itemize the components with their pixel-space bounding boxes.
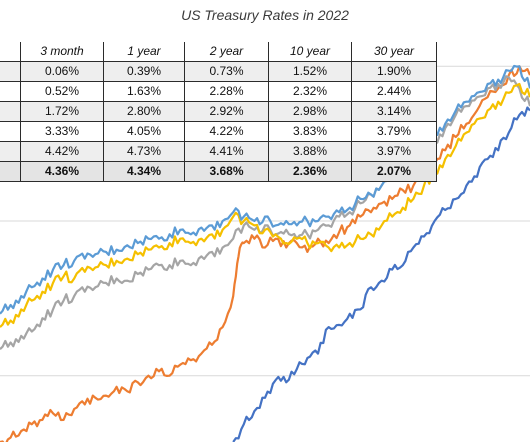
table-cell: 2.80% [103,101,185,122]
table-cell: 4.73% [103,141,185,162]
chart-title: US Treasury Rates in 2022 [181,7,349,23]
table-cell: 3.68% [184,161,269,182]
table-cell: 1.63% [103,81,185,102]
table-cell: 4.05% [103,121,185,142]
series-line-3m [0,82,530,328]
table-row-latest: 4.36% 4.34% 3.68% 2.36% 2.07% [0,161,437,182]
table-cell: 0.39% [103,61,185,82]
table-cell: 3.14% [351,101,437,122]
column-header-30-year: 30 year [351,42,437,62]
table-cell: 2.36% [268,161,352,182]
table-row: 3.33% 4.05% 4.22% 3.83% 3.79% [0,121,437,142]
table-cell: 4.36% [20,161,104,182]
row-label-cell [0,141,21,162]
table-cell: 4.34% [103,161,185,182]
table-cell: 1.72% [20,101,104,122]
row-label-cell [0,161,21,182]
series-line-1y [0,75,530,350]
table-cell: 2.92% [184,101,269,122]
table-cell: 0.06% [20,61,104,82]
table-cell: 3.97% [351,141,437,162]
table-cell: 4.22% [184,121,269,142]
table-cell: 4.41% [184,141,269,162]
rates-table: 3 month 1 year 2 year 10 year 30 year 0.… [0,42,437,182]
table-cell: 2.44% [351,81,437,102]
series-line-2y [0,64,530,315]
table-cell: 2.28% [184,81,269,102]
row-label-cell [0,101,21,122]
row-label-cell [0,81,21,102]
row-label-cell [0,61,21,82]
table-cell: 2.07% [351,161,437,182]
table-cell: 2.32% [268,81,352,102]
table-cell: 1.52% [268,61,352,82]
column-header-10-year: 10 year [268,42,352,62]
row-label-cell [0,121,21,142]
table-cell: 0.52% [20,81,104,102]
column-header-1-year: 1 year [103,42,185,62]
table-cell: 3.83% [268,121,352,142]
table-row: 4.42% 4.73% 4.41% 3.88% 3.97% [0,141,437,162]
table-cell: 3.79% [351,121,437,142]
table-corner-cell [0,42,21,62]
table-cell: 2.98% [268,101,352,122]
series-line-10y [0,65,530,442]
table-row: 1.72% 2.80% 2.92% 2.98% 3.14% [0,101,437,122]
table-header-row: 3 month 1 year 2 year 10 year 30 year [0,42,437,62]
table-row: 0.06% 0.39% 0.73% 1.52% 1.90% [0,61,437,82]
table-row: 0.52% 1.63% 2.28% 2.32% 2.44% [0,81,437,102]
table-cell: 0.73% [184,61,269,82]
series-line-30y [232,106,530,442]
table-cell: 1.90% [351,61,437,82]
table-cell: 3.88% [268,141,352,162]
column-header-3-month: 3 month [20,42,104,62]
chart-series [0,64,530,442]
table-cell: 3.33% [20,121,104,142]
table-cell: 4.42% [20,141,104,162]
column-header-2-year: 2 year [184,42,269,62]
